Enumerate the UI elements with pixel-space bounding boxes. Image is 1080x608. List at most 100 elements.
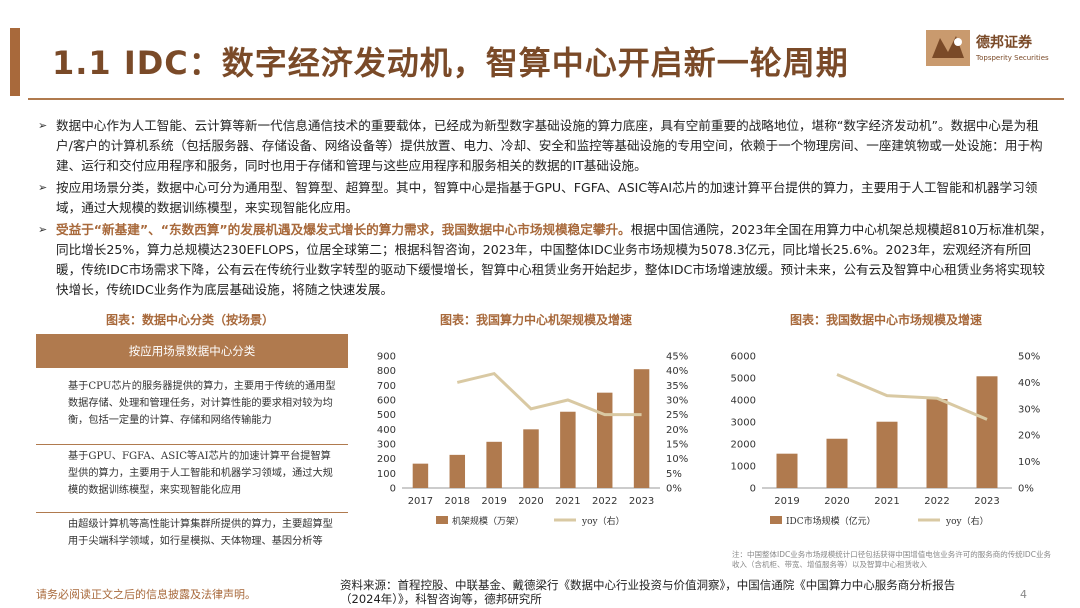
y-tick-label-left: 600 xyxy=(377,396,396,407)
y-tick-label-right: 0% xyxy=(666,484,682,495)
row-divider xyxy=(36,512,348,513)
y-tick-label-right: 20% xyxy=(1018,431,1040,442)
bullet-text: 根据中国信通院，2023年全国在用算力中心机架总规模超810万标准机架，同比增长… xyxy=(56,222,1052,297)
y-tick-label-right: 10% xyxy=(666,454,688,465)
x-tick-label: 2020 xyxy=(518,496,543,507)
y-tick-label-left: 4000 xyxy=(731,396,756,407)
x-tick-label: 2019 xyxy=(774,496,799,507)
bar xyxy=(926,399,948,488)
bullet-text: 按应用场景分类，数据中心可分为通用型、智算型、超算型。其中，智算中心是指基于GP… xyxy=(56,180,1038,215)
bar xyxy=(876,421,898,488)
y-tick-label-right: 30% xyxy=(1018,404,1040,415)
y-tick-label-right: 40% xyxy=(666,366,688,377)
y-tick-label-left: 100 xyxy=(377,469,396,480)
x-tick-label: 2020 xyxy=(824,496,849,507)
company-logo: 德邦证券 Topsperity Securities xyxy=(926,26,1056,70)
y-tick-label-right: 15% xyxy=(666,440,688,451)
y-tick-label-left: 700 xyxy=(377,381,396,392)
x-tick-label: 2022 xyxy=(592,496,617,507)
bullet-arrow-icon: ➢ xyxy=(38,181,48,194)
y-tick-label-right: 5% xyxy=(666,469,682,480)
y-tick-label-left: 6000 xyxy=(731,352,756,363)
bullet-item: ➢ 数据中心作为人工智能、云计算等新一代信息通信技术的重要载体，已经成为新型数字… xyxy=(38,116,1052,176)
bullet-text: 数据中心作为人工智能、云计算等新一代信息通信技术的重要载体，已经成为新型数字基础… xyxy=(56,118,1043,173)
y-tick-label-right: 10% xyxy=(1018,457,1040,468)
rack-scale-chart: 0 100 200 300 400 500 600 700 800 900 0% 5% 10% 15% 20… xyxy=(377,352,688,528)
bar xyxy=(412,463,429,488)
x-tick-label: 2017 xyxy=(408,496,433,507)
bar xyxy=(560,411,576,488)
page-number: 4 xyxy=(1020,588,1027,601)
bar xyxy=(976,376,998,488)
idc-market-chart: 0 1000 2000 3000 4000 5000 6000 0% 10% 20% 30% 40% 5… xyxy=(731,352,1041,528)
x-tick-label: 2019 xyxy=(481,496,506,507)
y-tick-label-left: 800 xyxy=(377,366,396,377)
y-tick-label-left: 300 xyxy=(377,440,396,451)
legend-swatch-bar xyxy=(770,516,782,524)
legend-label-bar: 机架规模（万架） xyxy=(452,515,524,527)
figure-title-rack: 图表：我国算力中心机架规模及增速 xyxy=(440,313,633,327)
y-tick-label-right: 50% xyxy=(1018,352,1040,363)
y-tick-label-right: 35% xyxy=(666,381,688,392)
bar xyxy=(523,429,539,488)
figure-title-idc-market: 图表：我国数据中心市场规模及增速 xyxy=(790,313,983,327)
source-note: 资料来源：首程控股、中联基金、戴德梁行《数据中心行业投资与价值洞察》，中国信通院… xyxy=(340,578,956,606)
x-tick-label: 2021 xyxy=(555,496,580,507)
bullet-list: ➢ 数据中心作为人工智能、云计算等新一代信息通信技术的重要载体，已经成为新型数字… xyxy=(38,116,1052,302)
y-tick-label-left: 2000 xyxy=(731,440,756,451)
classification-table: 按应用场景数据中心分类 基于CPU芯片的服务器提供的算力，主要用于传统的通用型数… xyxy=(36,334,348,578)
yoy-line xyxy=(836,373,988,421)
page-title: 1.1 IDC：数字经济发动机，智算中心开启新一轮周期 xyxy=(52,44,849,82)
y-tick-label-left: 5000 xyxy=(731,374,756,385)
row-divider xyxy=(36,444,348,445)
x-tick-label: 2018 xyxy=(445,496,470,507)
table-row: 基于CPU芯片的服务器提供的算力，主要用于传统的通用型数据存储、处理和管理任务，… xyxy=(68,381,336,426)
bar xyxy=(486,441,502,488)
y-tick-label-right: 0% xyxy=(1018,484,1034,495)
y-tick-label-left: 0 xyxy=(750,484,756,495)
title-accent-bar xyxy=(10,28,20,96)
y-tick-label-left: 900 xyxy=(377,352,396,363)
x-tick-label: 2022 xyxy=(924,496,949,507)
logo-text-cn: 德邦证券 xyxy=(976,35,1032,51)
y-tick-label-right: 45% xyxy=(666,352,688,363)
bar xyxy=(449,454,466,488)
y-tick-label-left: 0 xyxy=(390,484,396,495)
y-tick-label-left: 400 xyxy=(377,425,396,436)
y-tick-label-right: 40% xyxy=(1018,378,1040,389)
x-tick-label: 2023 xyxy=(974,496,999,507)
bullet-arrow-icon: ➢ xyxy=(38,223,48,236)
table-row: 由超级计算机等高性能计算集群所提供的算力，主要超算型用于尖端科学领域，如行星模拟… xyxy=(68,519,333,547)
legend-label-line: yoy（右） xyxy=(581,515,625,527)
yoy-line xyxy=(456,371,642,417)
y-tick-label-right: 30% xyxy=(666,396,688,407)
legal-disclaimer: 请务必阅读正文之后的信息披露及法律声明。 xyxy=(36,588,256,601)
bullet-item: ➢ 受益于“新基建”、“东数西算”的发展机遇及爆发式增长的算力需求，我国数据中心… xyxy=(38,220,1052,300)
y-tick-label-right: 25% xyxy=(666,410,688,421)
bar xyxy=(776,453,798,488)
bullet-highlight: 受益于“新基建”、“东数西算”的发展机遇及爆发式增长的算力需求，我国数据中心市场… xyxy=(56,222,631,237)
logo-mark-icon xyxy=(926,30,970,66)
y-tick-label-left: 500 xyxy=(377,410,396,421)
chart-note: 注：中国整体IDC业务市场规模统计口径包括获得中国增值电信业务许可的服务商的传统… xyxy=(732,550,1051,569)
bar xyxy=(826,438,848,488)
table-row: 基于GPU、FGFA、ASIC等AI芯片的加速计算平台提智算型供的算力，主要用于… xyxy=(68,451,333,496)
bar xyxy=(633,369,650,488)
bullet-item: ➢ 按应用场景分类，数据中心可分为通用型、智算型、超算型。其中，智算中心是指基于… xyxy=(38,178,1052,218)
table-header: 按应用场景数据中心分类 xyxy=(36,334,348,368)
y-tick-label-left: 200 xyxy=(377,454,396,465)
bullet-arrow-icon: ➢ xyxy=(38,119,48,132)
bar xyxy=(596,392,613,488)
y-tick-label-left: 1000 xyxy=(731,462,756,473)
y-tick-label-left: 3000 xyxy=(731,418,756,429)
legend-swatch-bar xyxy=(436,516,448,524)
legend-label-bar: IDC市场规模（亿元） xyxy=(786,515,876,527)
title-divider xyxy=(28,98,1064,100)
title-bar: 1.1 IDC：数字经济发动机，智算中心开启新一轮周期 德邦证券 Topsper… xyxy=(0,0,1080,100)
x-tick-label: 2023 xyxy=(629,496,654,507)
legend-label-line: yoy（右） xyxy=(945,515,989,527)
figure-title-classification: 图表：数据中心分类（按场景） xyxy=(106,313,275,327)
x-tick-label: 2021 xyxy=(874,496,899,507)
y-tick-label-right: 20% xyxy=(666,425,688,436)
logo-text-en: Topsperity Securities xyxy=(976,54,1049,62)
